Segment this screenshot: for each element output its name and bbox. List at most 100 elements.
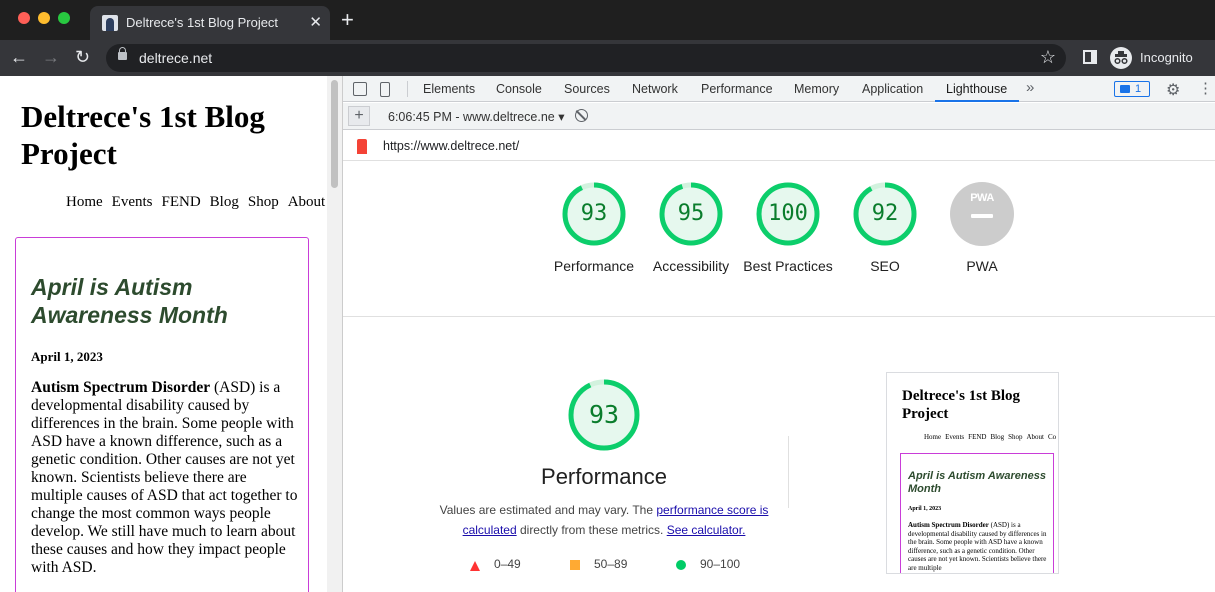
incognito-icon[interactable] — [1110, 47, 1132, 69]
webpage-viewport: Deltrece's 1st Blog Project Home Events FE… — [0, 76, 327, 592]
forward-arrow-icon[interactable]: → — [42, 47, 60, 67]
side-panel-icon[interactable] — [1083, 50, 1097, 64]
gauge-performance[interactable] — [561, 181, 627, 247]
post-lead-bold: Autism Spectrum Disorder — [31, 379, 211, 396]
nav-link-blog[interactable]: Blog — [209, 194, 239, 210]
close-tab-icon[interactable]: ✕ — [309, 14, 322, 31]
gauge-performance-large — [568, 379, 640, 451]
label-best-practices: Best Practices — [743, 258, 833, 274]
thumb-lead-bold: Autism Spectrum Disorder — [908, 521, 989, 529]
page-scrollbar-thumb[interactable] — [331, 80, 338, 188]
performance-score-large: 93 — [588, 400, 620, 429]
tab-title: Deltrece's 1st Blog Project — [126, 15, 279, 30]
tab-elements[interactable]: Elements — [423, 82, 476, 96]
vertical-divider — [788, 436, 789, 508]
reload-icon[interactable]: ↻ — [75, 47, 91, 67]
page-scrollbar[interactable] — [327, 76, 343, 592]
issues-count: 1 — [1135, 83, 1142, 95]
post-card: April is Autism Awareness Month April 1,… — [15, 237, 309, 592]
gauge-pwa[interactable] — [949, 181, 1015, 247]
tabbar-separator — [407, 81, 408, 97]
issues-badge[interactable]: 1 — [1114, 81, 1150, 97]
tab-memory[interactable]: Memory — [794, 82, 840, 96]
more-tabs-icon[interactable]: » — [1026, 79, 1035, 96]
kebab-menu-icon[interactable]: ⋮ — [1198, 80, 1213, 97]
post-date: April 1, 2023 — [31, 349, 103, 364]
thumb-body-text: (ASD) is a developmental disability caus… — [908, 521, 1047, 572]
inspect-element-icon[interactable] — [353, 82, 367, 96]
score-performance: 93 — [580, 201, 608, 226]
tab-sources[interactable]: Sources — [564, 82, 610, 96]
score-seo: 92 — [871, 201, 899, 226]
tab-lighthouse[interactable]: Lighthouse — [946, 82, 1008, 96]
nav-link-fend[interactable]: FEND — [161, 194, 201, 210]
average-square-icon — [570, 560, 580, 570]
page-screenshot-thumbnail[interactable]: Deltrece's 1st Blog Project Home Events FE… — [886, 372, 1059, 574]
thumb-nav: Home Events FEND Blog Shop About Co — [924, 433, 1058, 441]
new-report-button[interactable]: + — [348, 106, 370, 126]
back-arrow-icon[interactable]: ← — [10, 47, 28, 67]
gauge-seo[interactable] — [852, 181, 918, 247]
thumb-nav-item: About — [1026, 433, 1044, 441]
address-bar[interactable]: deltrece.net ☆ — [106, 44, 1066, 72]
thumb-post-title: April is Autism Awareness Month — [908, 470, 1046, 495]
thumb-nav-item: Home — [924, 433, 942, 441]
browser-toolbar: ← → ↻ deltrece.net ☆ Incognito — [0, 40, 1215, 76]
performance-score-link[interactable]: performance score is calculated — [462, 503, 769, 537]
new-tab-button[interactable]: + — [341, 7, 354, 32]
report-selector[interactable]: 6:06:45 PM - www.deltrece.ne ▾ — [388, 110, 565, 124]
nav-link-events[interactable]: Events — [111, 194, 153, 210]
post-body: Autism Spectrum Disorder (ASD) is a deve… — [31, 379, 299, 577]
post-title: April is Autism Awareness Month — [31, 274, 228, 328]
thumb-site-title: Deltrece's 1st Blog Project — [902, 388, 1021, 422]
maximize-window-button[interactable] — [58, 12, 70, 24]
bookmark-star-icon[interactable]: ☆ — [1039, 47, 1056, 67]
tab-network[interactable]: Network — [632, 82, 678, 96]
gear-icon[interactable]: ⚙ — [1166, 82, 1181, 99]
close-window-button[interactable] — [18, 12, 30, 24]
address-url[interactable]: deltrece.net — [139, 50, 213, 66]
lighthouse-logo-icon — [357, 139, 367, 154]
label-pwa: PWA — [966, 258, 998, 274]
thumb-nav-item: Blog — [990, 433, 1005, 441]
legend-pass: 90–100 — [700, 557, 741, 571]
nav-link-home[interactable]: Home — [66, 194, 103, 210]
nav-link-shop[interactable]: Shop — [247, 194, 279, 210]
devtools-tabbar: Elements Console Sources Network Perform… — [343, 76, 1215, 102]
thumb-nav-item: FEND — [968, 433, 987, 441]
thumb-nav-item: Co — [1047, 433, 1057, 441]
pass-circle-icon — [676, 560, 686, 570]
legend-average: 50–89 — [594, 557, 628, 571]
site-title: Deltrece's 1st Blog Project — [21, 99, 265, 171]
thumb-post-card: April is Autism Awareness Month April 1,… — [900, 453, 1054, 573]
site-favicon-icon — [102, 15, 118, 31]
lighthouse-toolbar: + 6:06:45 PM - www.deltrece.ne ▾ — [343, 103, 1215, 130]
audited-url[interactable]: https://www.deltrece.net/ — [383, 139, 520, 153]
label-accessibility: Accessibility — [652, 258, 730, 274]
see-calculator-link[interactable]: See calculator. — [666, 523, 746, 537]
tab-application[interactable]: Application — [862, 82, 924, 96]
lock-icon[interactable] — [118, 47, 127, 60]
incognito-label[interactable]: Incognito — [1140, 50, 1193, 65]
post-body-text: (ASD) is a developmental disability caus… — [31, 379, 298, 576]
desc-middle: directly from these metrics. — [516, 523, 667, 537]
fail-triangle-icon — [470, 561, 480, 571]
label-seo: SEO — [870, 258, 900, 274]
device-toolbar-icon[interactable] — [380, 82, 390, 97]
desc-prefix: Values are estimated and may vary. The — [439, 503, 657, 517]
browser-tab[interactable]: Deltrece's 1st Blog Project ✕ — [90, 6, 330, 40]
legend-fail: 0–49 — [494, 557, 521, 571]
nav-link-about[interactable]: About — [287, 194, 326, 210]
gauge-accessibility[interactable] — [658, 181, 724, 247]
thumb-post-date: April 1, 2023 — [908, 506, 942, 512]
performance-description: Values are estimated and may vary. The p… — [439, 500, 769, 540]
audited-url-bar: https://www.deltrece.net/ — [343, 131, 1215, 161]
tab-performance[interactable]: Performance — [701, 82, 773, 96]
devtools-panel: Elements Console Sources Network Perform… — [343, 76, 1215, 592]
minimize-window-button[interactable] — [38, 12, 50, 24]
gauge-best-practices[interactable] — [755, 181, 821, 247]
pwa-badge-text: PWA — [970, 192, 994, 204]
tab-console[interactable]: Console — [496, 82, 542, 96]
clear-reports-icon[interactable] — [575, 109, 588, 122]
